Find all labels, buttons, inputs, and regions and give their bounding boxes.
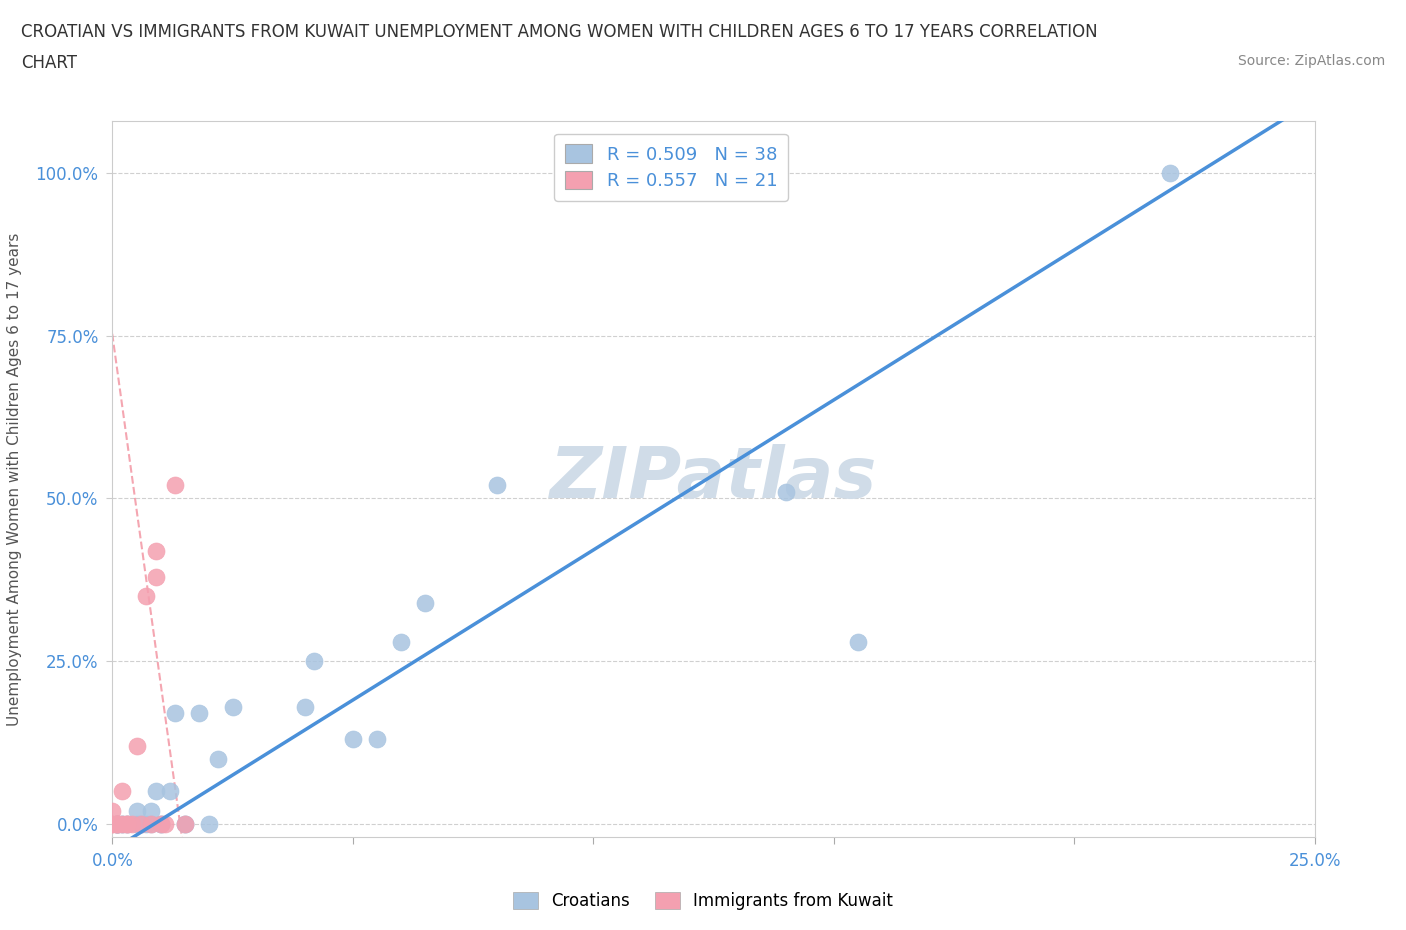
- Point: [121, 817, 143, 831]
- Point: [105, 817, 128, 831]
- Point: [125, 804, 148, 818]
- Point: [111, 817, 134, 831]
- Point: [139, 817, 162, 831]
- Text: CROATIAN VS IMMIGRANTS FROM KUWAIT UNEMPLOYMENT AMONG WOMEN WITH CHILDREN AGES 6: CROATIAN VS IMMIGRANTS FROM KUWAIT UNEMP…: [21, 23, 1098, 41]
- Point: [366, 732, 388, 747]
- Point: [163, 706, 186, 721]
- Point: [135, 589, 157, 604]
- Legend: Croatians, Immigrants from Kuwait: Croatians, Immigrants from Kuwait: [506, 885, 900, 917]
- Point: [135, 817, 157, 831]
- Point: [389, 634, 412, 649]
- Point: [115, 817, 138, 831]
- Point: [1159, 166, 1181, 180]
- Point: [173, 817, 195, 831]
- Point: [105, 817, 128, 831]
- Point: [125, 817, 148, 831]
- Point: [105, 817, 128, 831]
- Point: [145, 543, 167, 558]
- Point: [173, 817, 195, 831]
- Point: [145, 784, 167, 799]
- Text: Source: ZipAtlas.com: Source: ZipAtlas.com: [1237, 54, 1385, 68]
- Point: [197, 817, 219, 831]
- Point: [111, 817, 134, 831]
- Point: [115, 817, 138, 831]
- Point: [304, 654, 326, 669]
- Point: [342, 732, 364, 747]
- Point: [486, 478, 509, 493]
- Point: [125, 738, 148, 753]
- Point: [131, 817, 153, 831]
- Point: [163, 478, 186, 493]
- Legend: R = 0.509   N = 38, R = 0.557   N = 21: R = 0.509 N = 38, R = 0.557 N = 21: [554, 134, 789, 201]
- Point: [139, 804, 162, 818]
- Point: [159, 784, 181, 799]
- Point: [105, 817, 128, 831]
- Point: [105, 817, 128, 831]
- Point: [115, 817, 138, 831]
- Point: [155, 817, 177, 831]
- Point: [149, 817, 172, 831]
- Point: [101, 817, 124, 831]
- Text: CHART: CHART: [21, 54, 77, 72]
- Point: [413, 595, 436, 610]
- Point: [131, 817, 153, 831]
- Point: [207, 751, 229, 766]
- Point: [101, 804, 124, 818]
- Point: [105, 817, 128, 831]
- Point: [775, 485, 797, 499]
- Point: [115, 817, 138, 831]
- Point: [101, 817, 124, 831]
- Point: [582, 166, 605, 180]
- Point: [145, 569, 167, 584]
- Point: [173, 817, 195, 831]
- Point: [111, 784, 134, 799]
- Point: [606, 166, 628, 180]
- Point: [149, 817, 172, 831]
- Point: [222, 699, 245, 714]
- Text: ZIPatlas: ZIPatlas: [550, 445, 877, 513]
- Point: [188, 706, 211, 721]
- Y-axis label: Unemployment Among Women with Children Ages 6 to 17 years: Unemployment Among Women with Children A…: [7, 232, 21, 725]
- Point: [149, 817, 172, 831]
- Point: [105, 817, 128, 831]
- Point: [139, 817, 162, 831]
- Point: [294, 699, 316, 714]
- Point: [111, 817, 134, 831]
- Point: [105, 817, 128, 831]
- Point: [846, 634, 869, 649]
